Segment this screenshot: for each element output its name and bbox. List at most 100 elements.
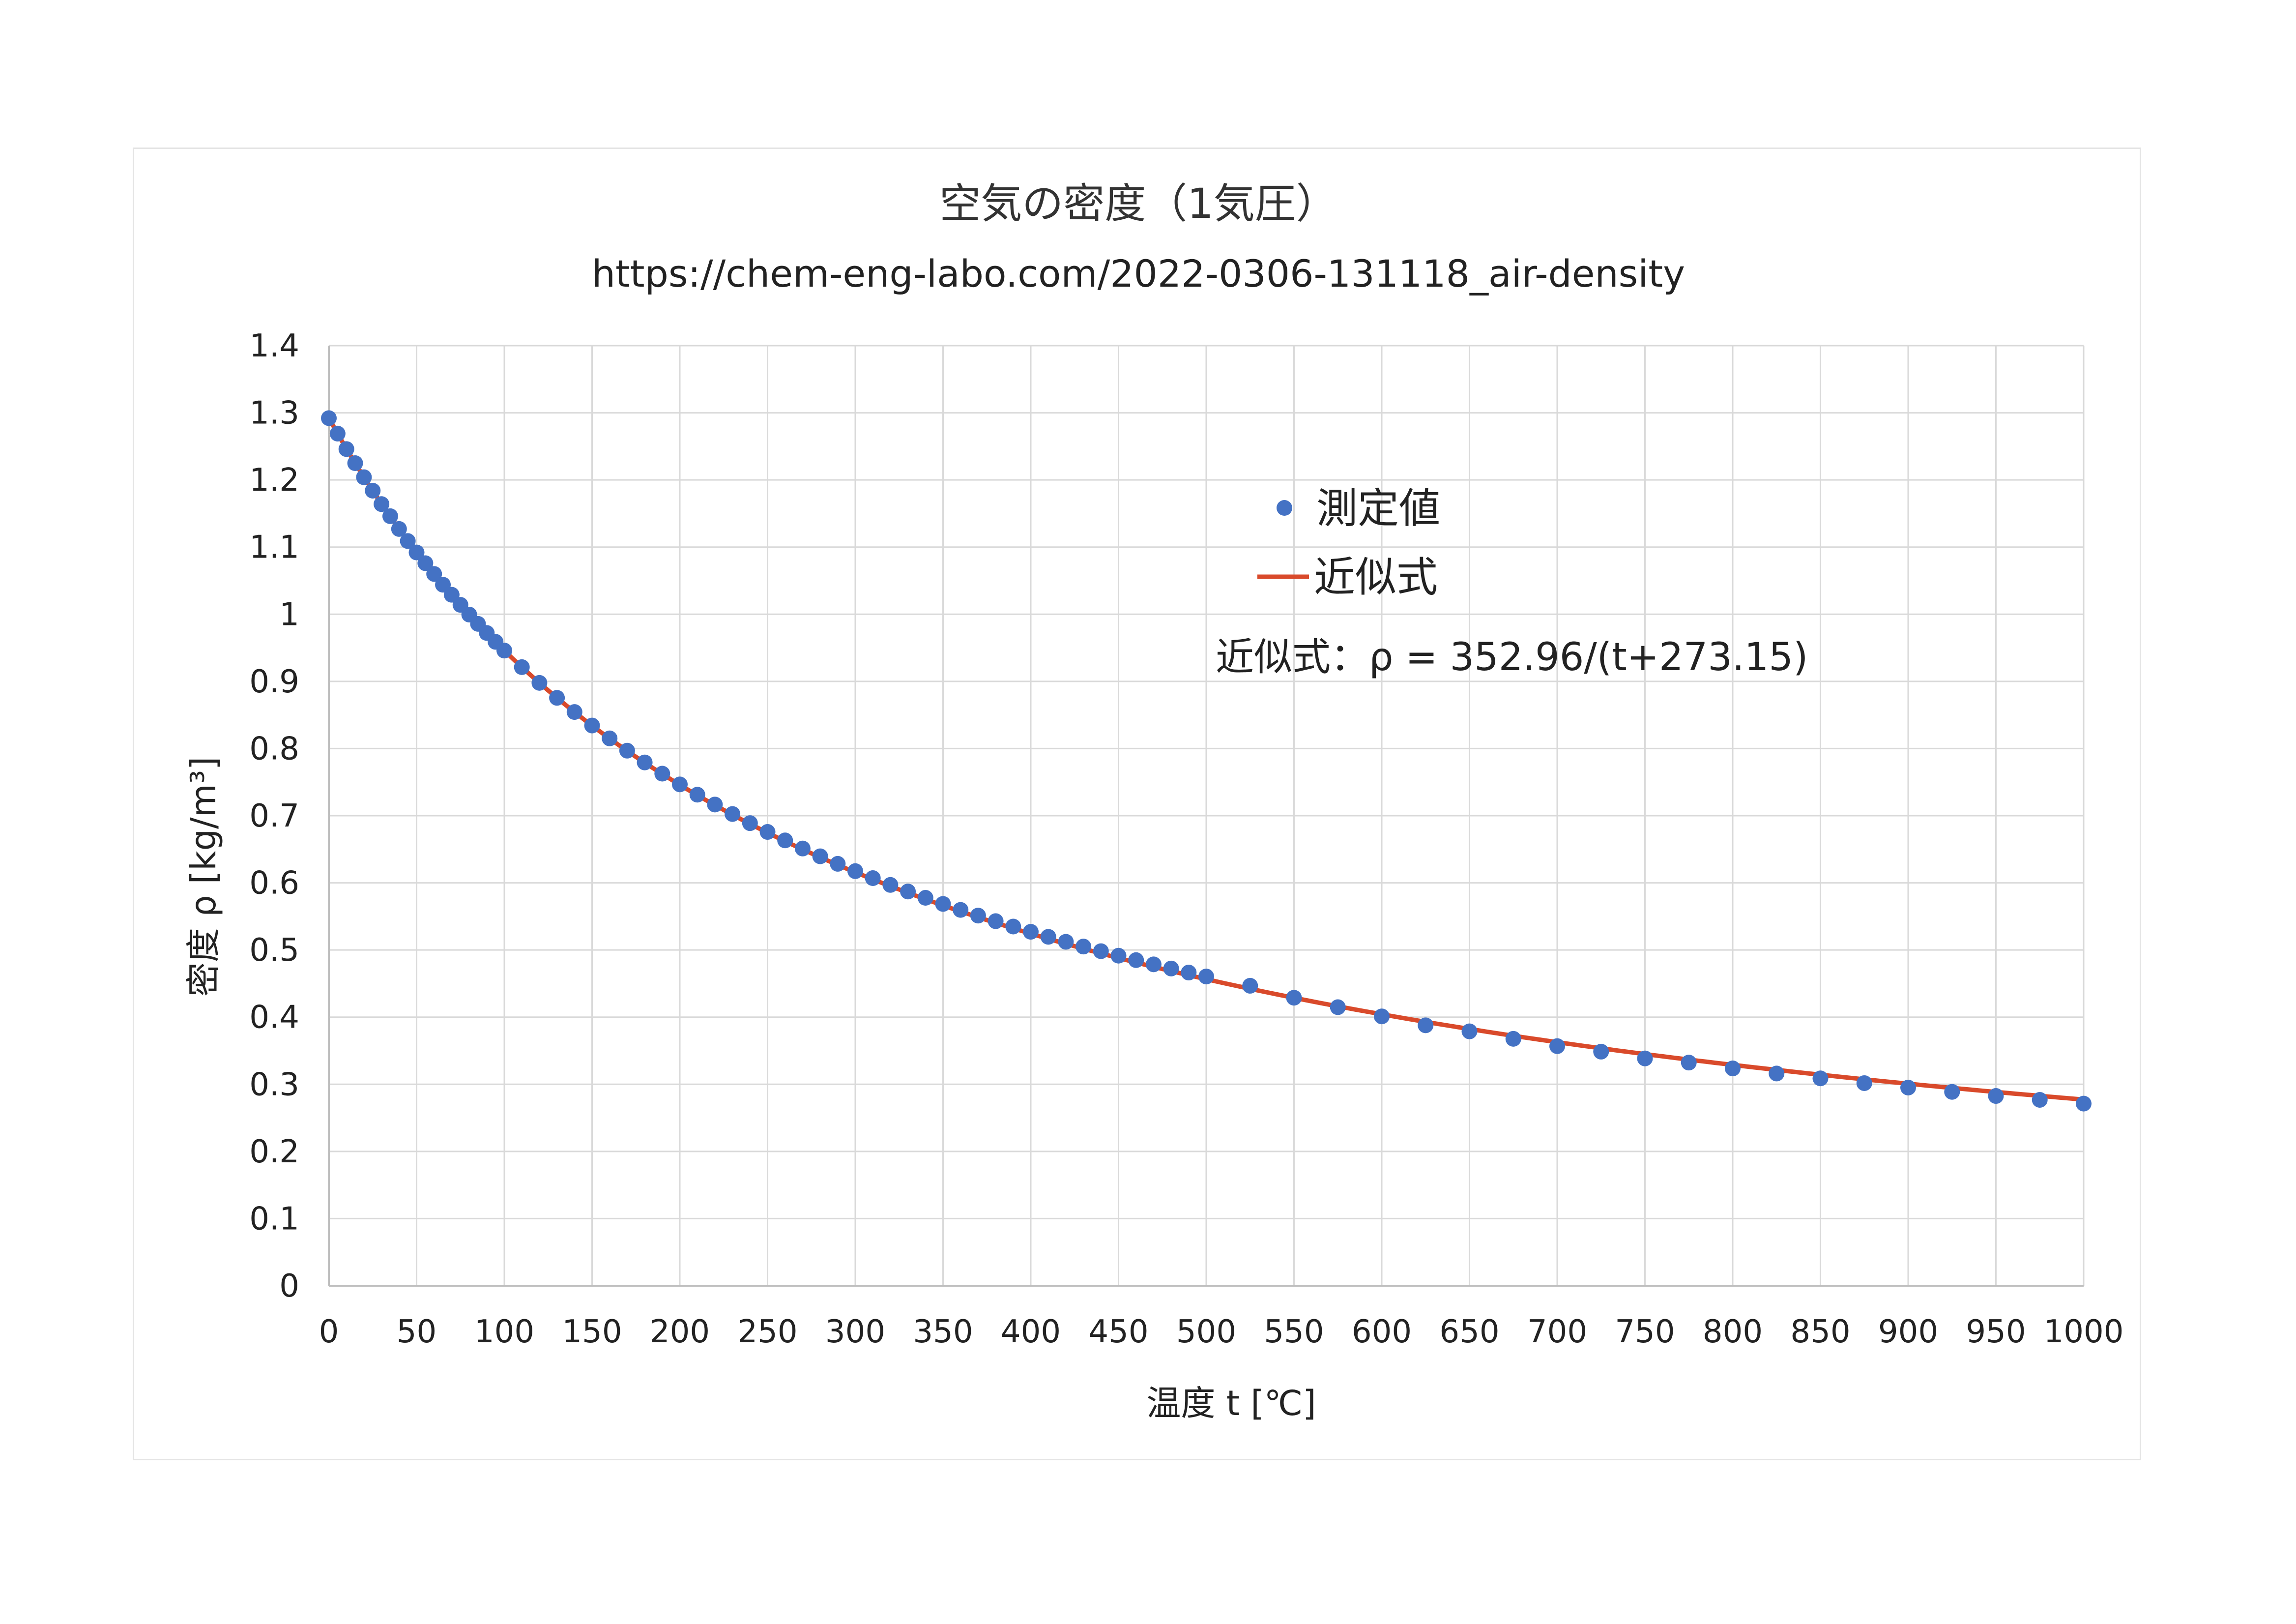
data-point (1812, 1070, 1829, 1087)
y-tick-label: 0.9 (249, 664, 299, 700)
data-point (1725, 1061, 1741, 1077)
data-point (408, 544, 425, 561)
data-point (1093, 943, 1109, 959)
data-point (514, 659, 530, 675)
data-point (917, 890, 933, 906)
data-point (1593, 1043, 1609, 1060)
data-point (672, 776, 688, 793)
y-tick-label: 0.7 (249, 798, 299, 834)
x-tick-label: 150 (562, 1314, 622, 1350)
data-point (417, 555, 434, 571)
data-point (496, 643, 512, 659)
x-tick-label: 250 (737, 1314, 797, 1350)
y-tick-label: 1.2 (249, 462, 299, 499)
x-tick-label: 700 (1527, 1314, 1587, 1350)
data-point (602, 730, 618, 746)
y-tick-label: 1.3 (249, 395, 299, 432)
data-point (970, 908, 986, 924)
x-tick-label: 750 (1615, 1314, 1675, 1350)
data-point (988, 913, 1004, 929)
y-tick-label: 1.4 (249, 328, 299, 364)
data-point (1110, 947, 1127, 964)
data-point (391, 521, 407, 537)
x-tick-label: 550 (1264, 1314, 1324, 1350)
data-point (637, 754, 653, 770)
data-point (382, 508, 398, 524)
axes (328, 346, 2084, 1287)
data-point (1128, 952, 1144, 968)
x-tick-label: 0 (319, 1314, 339, 1350)
data-point (356, 469, 372, 485)
data-point (1181, 965, 1197, 981)
y-tick-label: 0.1 (249, 1201, 299, 1237)
data-point (1058, 934, 1074, 950)
data-point (549, 690, 565, 706)
data-point (812, 848, 828, 864)
equation-label: 近似式：ρ = 352.96/(t+273.15) (1216, 635, 1808, 679)
x-tick-label: 850 (1790, 1314, 1850, 1350)
data-point (759, 824, 776, 840)
data-point (707, 797, 723, 813)
data-point (2032, 1092, 2048, 1108)
measured-points-series (321, 410, 2092, 1112)
y-tick-label: 1 (279, 596, 299, 633)
data-point (1505, 1031, 1521, 1047)
data-point (400, 533, 416, 549)
x-axis-ticks: 0 50 100 150 200 250 300 350 400 450 500 550 600 650 7… (319, 1314, 2124, 1350)
data-point (882, 877, 899, 893)
data-point (2076, 1095, 2092, 1112)
x-tick-label: 1000 (2044, 1314, 2124, 1350)
x-tick-label: 300 (825, 1314, 885, 1350)
data-point (1900, 1079, 1916, 1095)
data-point (1023, 924, 1039, 940)
y-axis-title: 密度 ρ [kg/m³] (183, 757, 224, 997)
data-point (1163, 960, 1179, 976)
data-point (619, 742, 635, 759)
data-point (338, 441, 354, 457)
x-tick-label: 600 (1352, 1314, 1412, 1350)
data-point (1198, 969, 1214, 985)
y-tick-label: 0.8 (249, 731, 299, 767)
data-point (689, 787, 705, 803)
data-point (566, 704, 582, 720)
data-point (1040, 929, 1056, 945)
data-point (935, 896, 951, 912)
data-point (1242, 977, 1258, 994)
data-point (1286, 990, 1302, 1006)
data-point (742, 815, 758, 831)
y-tick-label: 0.4 (249, 1000, 299, 1036)
data-point (865, 870, 881, 886)
data-point (830, 856, 846, 872)
x-tick-label: 200 (650, 1314, 710, 1350)
data-point (584, 717, 600, 734)
y-axis-ticks: 0 0.1 0.2 0.3 0.4 0.5 0.6 0.7 0.8 0.9 1 1.1 1.2 1.3 1.… (249, 328, 299, 1304)
data-point (1075, 939, 1092, 955)
x-tick-label: 500 (1176, 1314, 1236, 1350)
x-tick-label: 650 (1439, 1314, 1499, 1350)
data-point (794, 840, 811, 856)
data-point (1637, 1050, 1653, 1066)
x-tick-label: 800 (1703, 1314, 1763, 1350)
y-tick-label: 0.3 (249, 1066, 299, 1103)
data-point (1856, 1075, 1872, 1091)
data-point (347, 455, 363, 471)
data-point (365, 482, 381, 499)
legend-marker-measured (1277, 500, 1292, 516)
legend: 測定値 近似式 (1257, 484, 1440, 601)
data-point (1681, 1055, 1697, 1071)
data-point (1005, 918, 1021, 935)
x-tick-label: 400 (1001, 1314, 1061, 1350)
data-point (1374, 1008, 1390, 1025)
data-point (777, 832, 793, 849)
data-point (321, 410, 337, 426)
data-point (1461, 1023, 1478, 1039)
chart-subtitle: https://chem-eng-labo.com/2022-0306-1311… (592, 252, 1685, 295)
x-tick-label: 900 (1878, 1314, 1938, 1350)
legend-label-measured: 測定値 (1316, 484, 1440, 532)
data-point (900, 884, 916, 900)
data-point (531, 675, 548, 691)
legend-label-fit: 近似式 (1314, 553, 1438, 601)
x-axis-title: 温度 t [℃] (1146, 1383, 1316, 1423)
y-tick-label: 0 (279, 1268, 299, 1304)
data-point (1769, 1065, 1785, 1082)
